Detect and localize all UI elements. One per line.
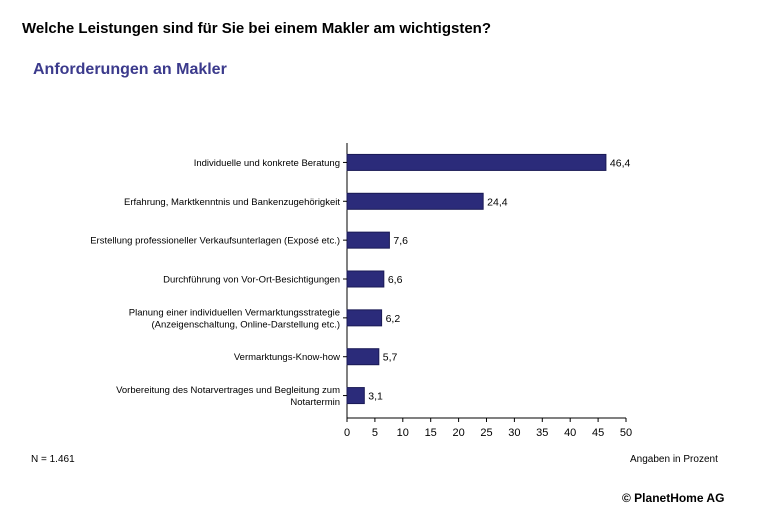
x-tick-label: 20 bbox=[452, 427, 464, 439]
category-label: (Anzeigenschaltung, Online-Darstellung e… bbox=[151, 319, 340, 330]
bar bbox=[346, 270, 385, 288]
bar bbox=[346, 348, 380, 366]
value-label: 6,6 bbox=[388, 274, 403, 286]
x-tick-label: 50 bbox=[620, 427, 632, 439]
category-label: Vorbereitung des Notarvertrages und Begl… bbox=[116, 385, 340, 396]
x-tick-label: 40 bbox=[564, 427, 576, 439]
copyright: © PlanetHome AG bbox=[622, 491, 725, 505]
value-label: 5,7 bbox=[383, 352, 398, 364]
value-label: 7,6 bbox=[393, 235, 408, 247]
bar bbox=[346, 387, 365, 405]
bar bbox=[346, 192, 484, 210]
x-tick-label: 5 bbox=[372, 427, 378, 439]
category-label: Notartermin bbox=[290, 397, 340, 408]
sample-size: N = 1.461 bbox=[31, 454, 75, 465]
x-tick-label: 25 bbox=[480, 427, 492, 439]
x-tick-label: 0 bbox=[344, 427, 350, 439]
category-label: Planung einer individuellen Vermarktungs… bbox=[129, 307, 340, 318]
category-label: Vermarktungs-Know-how bbox=[234, 352, 340, 363]
value-label: 24,4 bbox=[487, 196, 508, 208]
x-tick-label: 15 bbox=[425, 427, 437, 439]
x-tick-label: 10 bbox=[397, 427, 409, 439]
x-tick-label: 45 bbox=[592, 427, 604, 439]
category-label: Erstellung professioneller Verkaufsunter… bbox=[90, 236, 340, 247]
chart-title: Anforderungen an Makler bbox=[33, 61, 227, 78]
value-label: 3,1 bbox=[368, 391, 383, 403]
unit-label: Angaben in Prozent bbox=[630, 454, 718, 465]
category-label: Erfahrung, Marktkenntnis und Bankenzugeh… bbox=[124, 197, 340, 208]
x-tick-label: 35 bbox=[536, 427, 548, 439]
value-label: 46,4 bbox=[610, 157, 631, 169]
value-label: 6,2 bbox=[386, 313, 401, 325]
chart-question: Welche Leistungen sind für Sie bei einem… bbox=[22, 20, 491, 37]
category-label: Individuelle und konkrete Beratung bbox=[194, 158, 340, 169]
x-tick-label: 30 bbox=[508, 427, 520, 439]
bar bbox=[346, 309, 383, 327]
bar bbox=[346, 153, 607, 171]
bar bbox=[346, 231, 390, 249]
category-label: Durchführung von Vor-Ort-Besichtigungen bbox=[163, 275, 340, 286]
